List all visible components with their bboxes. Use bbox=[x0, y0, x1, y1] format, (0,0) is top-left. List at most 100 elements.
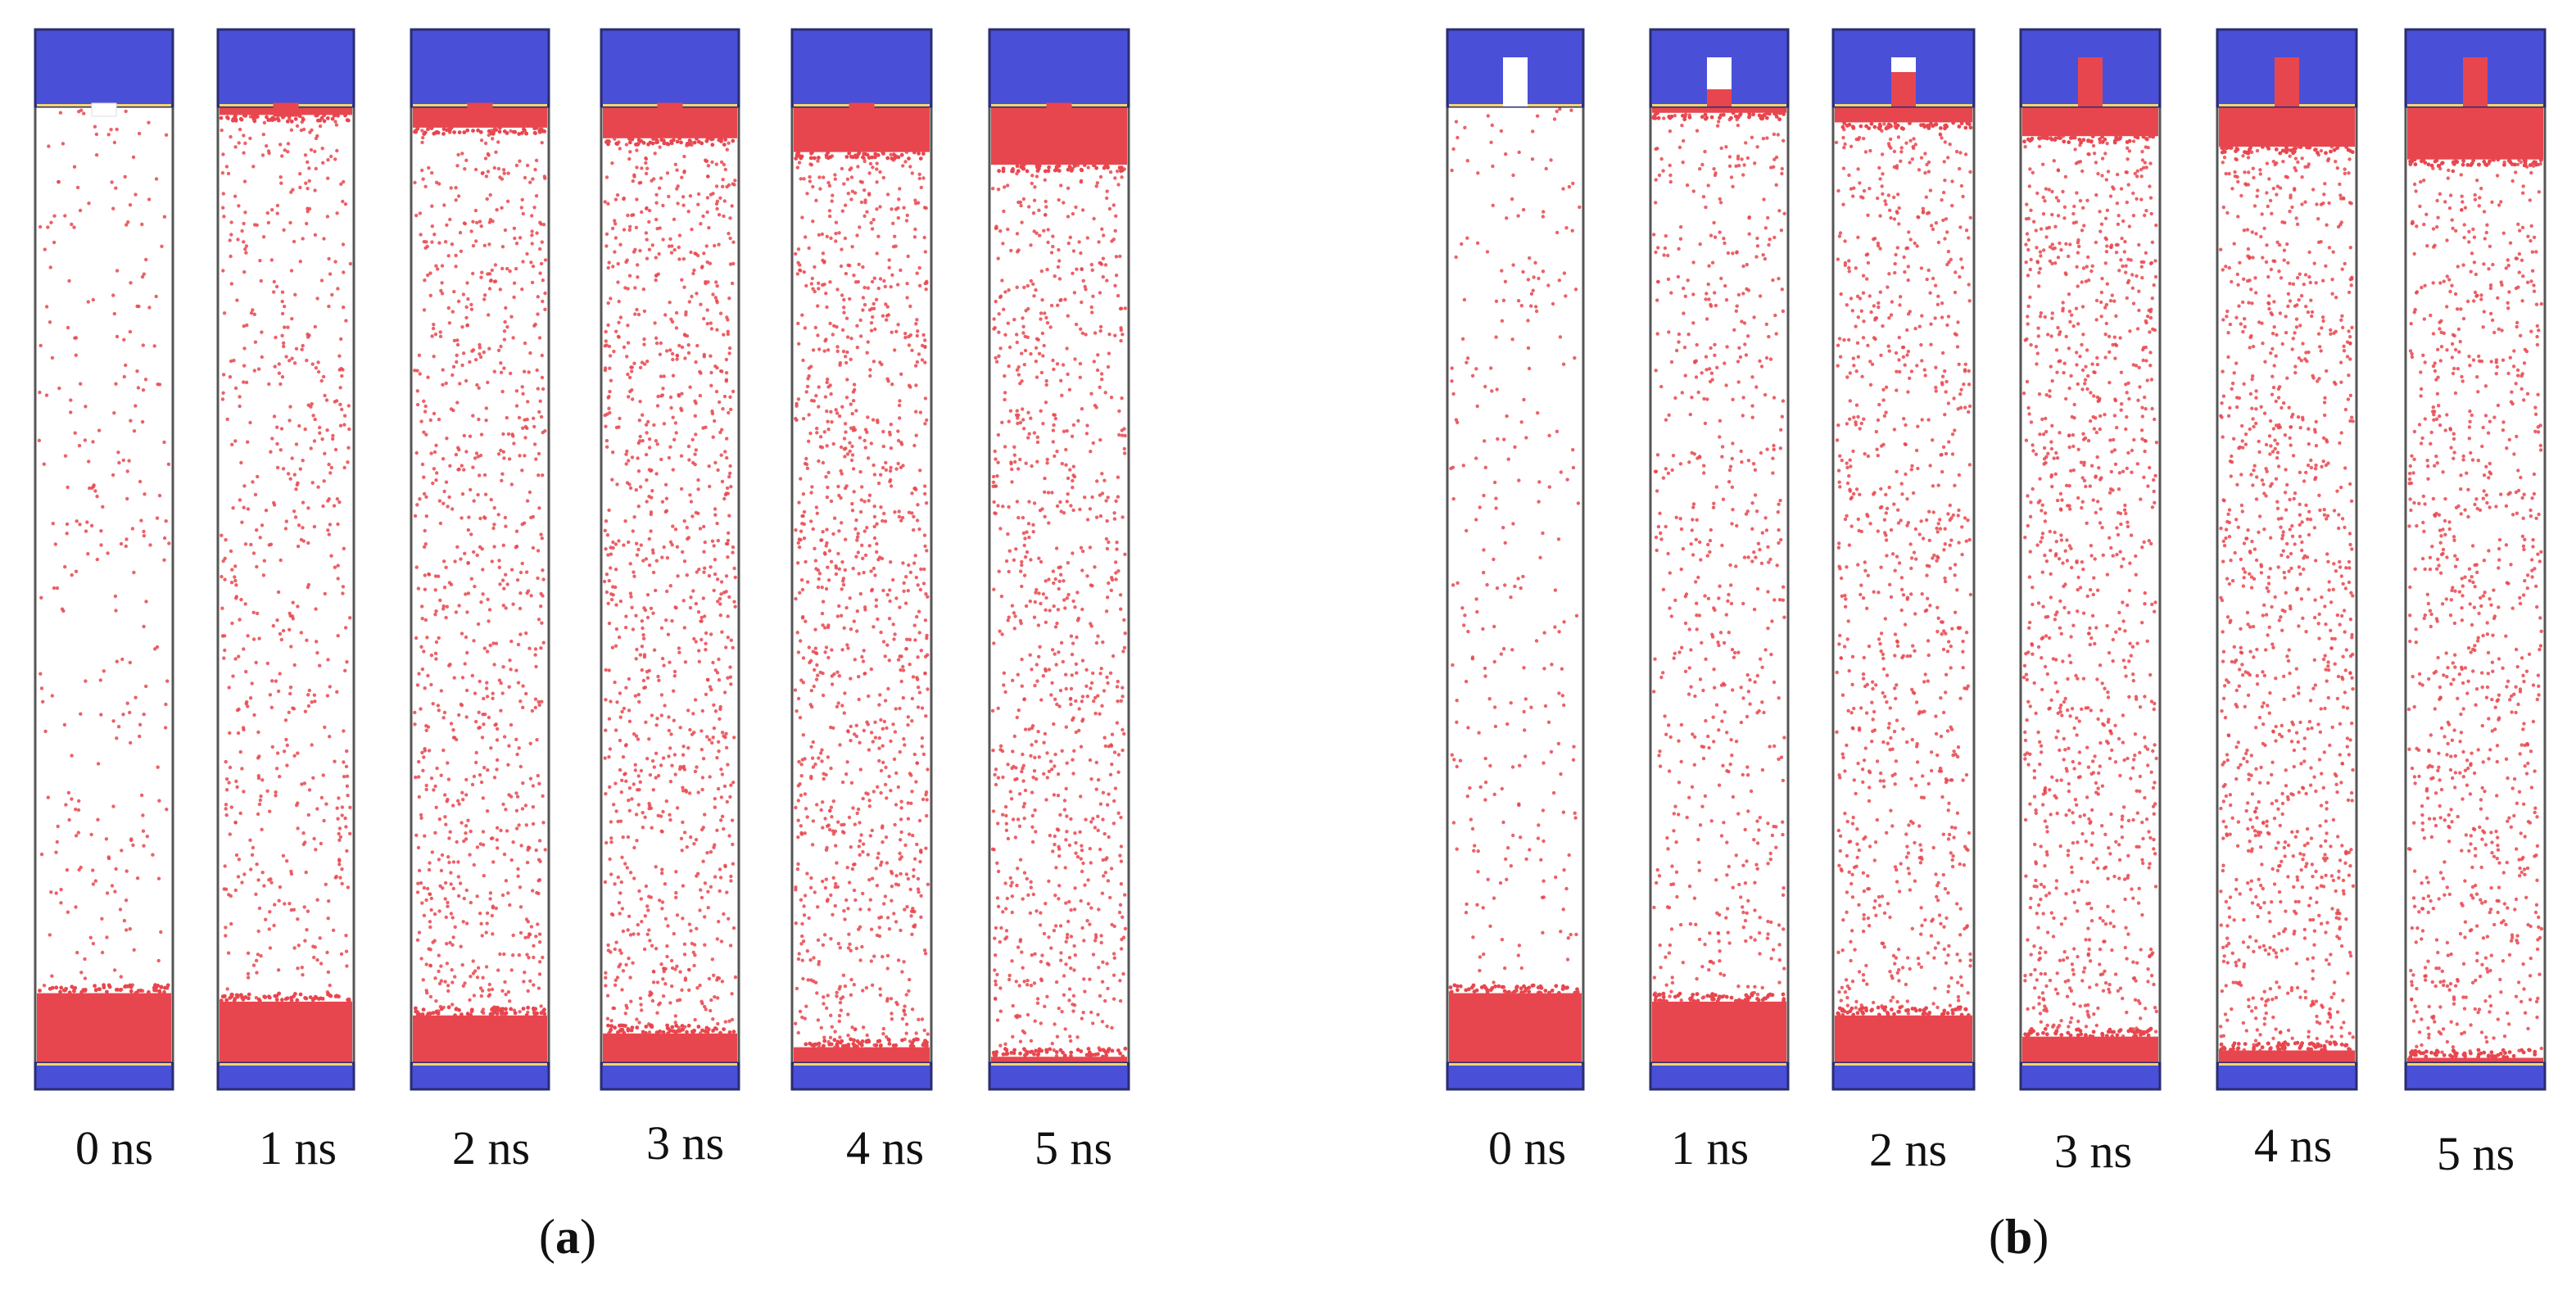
upper-wall bbox=[410, 28, 550, 108]
panel-b-frame-3 bbox=[2019, 28, 2162, 1091]
upper-condensed-film bbox=[2407, 105, 2543, 160]
lower-wall bbox=[2404, 1061, 2547, 1091]
lower-wall bbox=[790, 1061, 933, 1091]
simulation-box bbox=[216, 28, 355, 1091]
panel-b-frame-5 bbox=[2404, 28, 2547, 1091]
cavity-liquid bbox=[1891, 72, 1916, 106]
simulation-box bbox=[1446, 28, 1585, 1091]
lower-wall bbox=[988, 1061, 1130, 1091]
vapor-molecules bbox=[413, 126, 548, 1017]
panel-b-time-label-2: 2 ns bbox=[1869, 1123, 1948, 1176]
lower-film-edge-dots bbox=[2408, 1048, 2538, 1060]
wall-protrusion bbox=[849, 102, 875, 117]
panel-b-time-label-0: 0 ns bbox=[1488, 1121, 1567, 1175]
upper-condensed-film bbox=[2219, 105, 2355, 147]
panel-a-frame-2 bbox=[410, 28, 550, 1091]
lower-wall bbox=[1649, 1061, 1790, 1091]
simulation-box bbox=[410, 28, 550, 1091]
upper-wall bbox=[790, 28, 933, 108]
panel-b-frame-0 bbox=[1446, 28, 1585, 1091]
wall-protrusion bbox=[273, 102, 299, 117]
lower-wall-interface bbox=[794, 1063, 930, 1066]
cavity-liquid bbox=[2463, 57, 2488, 106]
lower-wall bbox=[600, 1061, 740, 1091]
lower-liquid-film bbox=[2219, 1050, 2355, 1063]
panel-b-time-label-1: 1 ns bbox=[1671, 1121, 1750, 1175]
upper-film-edge-dots bbox=[1651, 111, 1786, 122]
wall-protrusion bbox=[91, 102, 117, 117]
vapor-molecules bbox=[2219, 145, 2356, 1052]
lower-liquid-film bbox=[2022, 1036, 2158, 1063]
lower-wall-interface bbox=[37, 1063, 171, 1066]
panel-b-time-label-5: 5 ns bbox=[2437, 1127, 2515, 1180]
panel-a-time-label-3: 3 ns bbox=[646, 1116, 725, 1170]
upper-wall bbox=[600, 28, 740, 108]
panel-a-time-label-1: 1 ns bbox=[259, 1121, 337, 1175]
lower-liquid-film bbox=[220, 1001, 352, 1063]
panel-b-frame-4 bbox=[2216, 28, 2358, 1091]
vapor-molecules bbox=[793, 150, 930, 1049]
vapor-molecules bbox=[990, 163, 1128, 1058]
upper-wall bbox=[34, 28, 174, 108]
simulation-box bbox=[2404, 28, 2547, 1091]
panel-b-time-label-3: 3 ns bbox=[2054, 1125, 2133, 1178]
upper-film-edge-dots bbox=[2220, 144, 2355, 156]
lower-wall-interface bbox=[1652, 1063, 1786, 1066]
upper-film-edge-dots bbox=[413, 125, 547, 137]
vapor-molecules bbox=[1449, 107, 1582, 984]
lower-film-edge-dots bbox=[606, 1023, 736, 1035]
lower-liquid-film bbox=[1835, 1015, 1972, 1063]
simulation-box bbox=[2019, 28, 2162, 1091]
simulation-box bbox=[34, 28, 174, 1091]
panel-a-time-label-2: 2 ns bbox=[452, 1121, 531, 1175]
simulation-box bbox=[2216, 28, 2358, 1091]
vapor-molecules bbox=[2021, 134, 2159, 1039]
panel-a-label: (a) bbox=[539, 1210, 596, 1264]
lower-film-edge-dots bbox=[219, 991, 351, 1003]
cavity-liquid bbox=[2275, 57, 2299, 106]
upper-film-edge-dots bbox=[604, 136, 736, 147]
lower-liquid-film bbox=[991, 1057, 1127, 1063]
panel-a-frame-0 bbox=[34, 28, 174, 1091]
lower-wall bbox=[216, 1061, 355, 1091]
upper-condensed-film bbox=[1652, 105, 1786, 113]
lower-wall-interface bbox=[413, 1063, 547, 1066]
lower-film-edge-dots bbox=[38, 983, 170, 995]
panel-a-time-label-0: 0 ns bbox=[75, 1121, 154, 1175]
lower-wall bbox=[34, 1061, 174, 1091]
panel-a-frame-4 bbox=[790, 28, 933, 1091]
lower-wall bbox=[2216, 1061, 2358, 1091]
upper-wall bbox=[216, 28, 355, 108]
lower-film-edge-dots bbox=[1836, 1005, 1971, 1017]
lower-liquid-film bbox=[2407, 1057, 2543, 1063]
panel-a-frame-5 bbox=[988, 28, 1130, 1091]
lower-film-edge-dots bbox=[1448, 983, 1580, 995]
vapor-molecules bbox=[220, 113, 353, 1000]
lower-wall bbox=[410, 1061, 550, 1091]
panel-a-time-label-4: 4 ns bbox=[846, 1121, 925, 1175]
lower-film-edge-dots bbox=[2218, 1040, 2352, 1052]
wall-protrusion bbox=[657, 102, 683, 117]
lower-liquid-film bbox=[603, 1033, 737, 1063]
lower-liquid-film bbox=[413, 1015, 547, 1063]
simulation-box bbox=[988, 28, 1130, 1091]
lower-wall-interface bbox=[1449, 1063, 1582, 1066]
vapor-molecules bbox=[1652, 112, 1786, 1003]
lower-film-edge-dots bbox=[414, 1005, 547, 1018]
lower-wall-interface bbox=[991, 1063, 1127, 1066]
panel-b-frame-2 bbox=[1831, 28, 1976, 1091]
lower-wall bbox=[2019, 1061, 2162, 1091]
panel-a-time-label-5: 5 ns bbox=[1034, 1121, 1113, 1175]
lower-wall bbox=[1831, 1061, 1976, 1091]
lower-film-edge-dots bbox=[804, 1037, 929, 1049]
upper-film-edge-dots bbox=[997, 162, 1125, 174]
wall-protrusion bbox=[1046, 102, 1072, 117]
vapor-molecules bbox=[602, 137, 738, 1035]
wall-protrusion bbox=[467, 102, 493, 117]
upper-condensed-film bbox=[1835, 105, 1972, 123]
vapor-molecules bbox=[1834, 122, 1973, 1017]
panel-b-label: (b) bbox=[1989, 1210, 2049, 1264]
upper-film-edge-dots bbox=[1840, 120, 1973, 131]
lower-wall bbox=[1446, 1061, 1585, 1091]
